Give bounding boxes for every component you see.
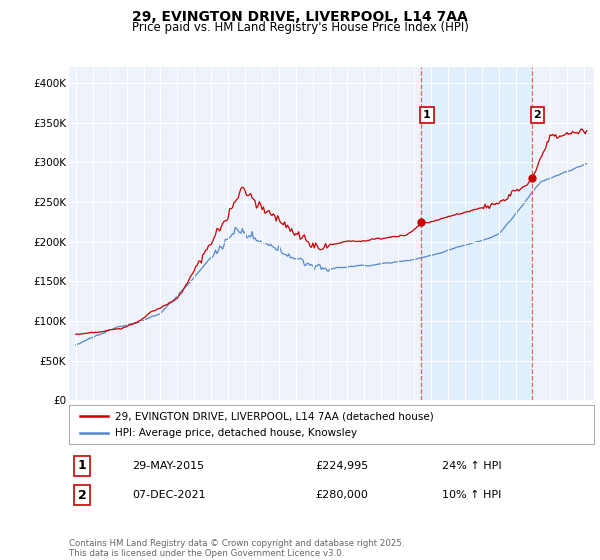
Text: £224,995: £224,995 xyxy=(316,461,369,471)
Text: Contains HM Land Registry data © Crown copyright and database right 2025.
This d: Contains HM Land Registry data © Crown c… xyxy=(69,539,404,558)
Text: 29, EVINGTON DRIVE, LIVERPOOL, L14 7AA: 29, EVINGTON DRIVE, LIVERPOOL, L14 7AA xyxy=(132,10,468,24)
Text: 29-MAY-2015: 29-MAY-2015 xyxy=(132,461,204,471)
Text: HPI: Average price, detached house, Knowsley: HPI: Average price, detached house, Know… xyxy=(115,428,358,438)
Text: 1: 1 xyxy=(78,459,86,473)
Text: Price paid vs. HM Land Registry's House Price Index (HPI): Price paid vs. HM Land Registry's House … xyxy=(131,21,469,34)
Text: £280,000: £280,000 xyxy=(316,490,368,500)
Text: 1: 1 xyxy=(423,110,431,120)
Text: 2: 2 xyxy=(533,110,541,120)
Text: 10% ↑ HPI: 10% ↑ HPI xyxy=(442,490,501,500)
Text: 24% ↑ HPI: 24% ↑ HPI xyxy=(442,461,502,471)
Bar xyxy=(421,67,532,400)
Text: 2: 2 xyxy=(78,488,86,502)
Text: 29, EVINGTON DRIVE, LIVERPOOL, L14 7AA (detached house): 29, EVINGTON DRIVE, LIVERPOOL, L14 7AA (… xyxy=(115,411,434,421)
Text: 07-DEC-2021: 07-DEC-2021 xyxy=(132,490,206,500)
